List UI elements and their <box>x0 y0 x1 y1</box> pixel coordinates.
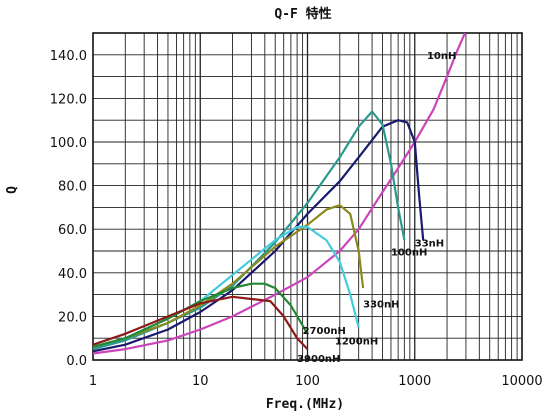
series-label-1200nH: 1200nH <box>335 337 378 348</box>
series-line-330nH <box>93 204 365 348</box>
x-tick-label: 100 <box>295 374 320 389</box>
series-lines <box>93 33 467 355</box>
series-label-33nH: 33nH <box>415 239 444 250</box>
series-label-3900nH: 3900nH <box>297 354 340 365</box>
y-tick-label: 60.0 <box>58 223 87 238</box>
series-label-330nH: 330nH <box>363 300 399 311</box>
y-tick-label: 100.0 <box>50 136 87 151</box>
x-tick-label: 10 <box>192 374 209 389</box>
series-label-10nH: 10nH <box>427 51 456 62</box>
y-tick-label: 140.0 <box>50 49 87 64</box>
y-axis-title: Q <box>5 186 20 194</box>
series-label-2700nH: 2700nH <box>303 326 346 337</box>
y-tick-label: 0.0 <box>66 354 87 369</box>
series-line-10nH <box>93 33 467 355</box>
tick-labels: 1 10 100 1000 10000 0.0 20.0 40.0 60.0 80.0 100.0 1… <box>50 49 543 389</box>
series-label-100nH: 100nH <box>391 247 427 258</box>
x-axis-title: Freq.(MHz) <box>266 397 344 412</box>
y-tick-label: 120.0 <box>50 92 87 107</box>
grid <box>92 32 523 361</box>
series-line-3900nH <box>93 295 309 350</box>
series-line-2700nH <box>93 282 309 348</box>
y-tick-label: 80.0 <box>58 180 87 195</box>
series-line-33nH <box>93 119 425 353</box>
y-tick-label: 20.0 <box>58 310 87 325</box>
x-tick-label: 1000 <box>398 374 431 389</box>
y-tick-label: 40.0 <box>58 267 87 282</box>
plot-frame <box>92 32 523 361</box>
chart-title: Q-F 特性 <box>274 6 331 22</box>
x-tick-label: 1 <box>89 374 97 389</box>
x-tick-label: 10000 <box>501 374 542 389</box>
